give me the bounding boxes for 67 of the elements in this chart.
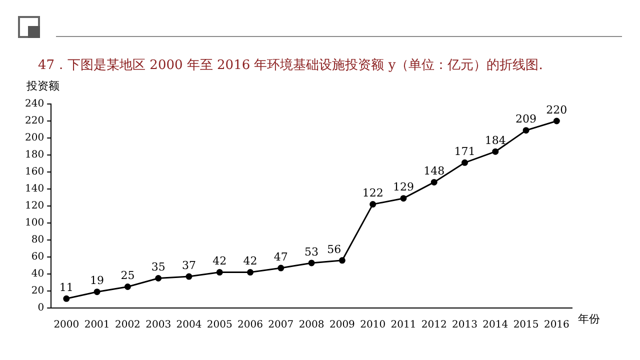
data-label: 35 bbox=[151, 260, 166, 274]
data-label: 171 bbox=[454, 145, 476, 158]
x-tick-label: 2011 bbox=[390, 320, 416, 331]
y-tick-label: 0 bbox=[38, 302, 44, 314]
y-tick-label: 240 bbox=[24, 98, 44, 110]
x-tick-label: 2010 bbox=[360, 320, 386, 331]
y-axis-title: 投资额 bbox=[26, 79, 60, 92]
point bbox=[370, 201, 376, 208]
y-tick-label: 160 bbox=[24, 166, 44, 178]
data-label: 56 bbox=[327, 242, 342, 256]
data-label: 25 bbox=[120, 269, 135, 282]
y-tick-label: 180 bbox=[24, 150, 44, 161]
y-tick-label: 60 bbox=[31, 252, 44, 263]
data-label: 220 bbox=[546, 103, 568, 116]
point bbox=[522, 127, 530, 134]
x-tick-label: 2014 bbox=[482, 320, 508, 331]
y-tick-label: 200 bbox=[24, 132, 44, 144]
point bbox=[462, 159, 468, 166]
y-tick-label: 140 bbox=[24, 184, 44, 195]
data-label: 19 bbox=[90, 274, 104, 288]
x-tick-label: 2004 bbox=[176, 320, 202, 331]
data-label: 37 bbox=[182, 258, 196, 272]
x-tick-label: 2015 bbox=[513, 320, 539, 331]
chart-title: 47．下图是某地区 2000 年至 2016 年环境基础设施投资额 y（单位：亿元）的折线图. bbox=[38, 57, 544, 74]
data-label: 184 bbox=[484, 134, 506, 147]
data-label: 129 bbox=[392, 180, 414, 194]
x-tick-label: 2016 bbox=[544, 320, 570, 331]
data-label: 42 bbox=[212, 254, 227, 268]
x-tick-label: 2001 bbox=[84, 320, 110, 331]
point bbox=[186, 273, 192, 280]
y-tick-label: 40 bbox=[31, 268, 44, 280]
point bbox=[247, 269, 254, 276]
y-tick-label: 20 bbox=[31, 286, 44, 297]
point bbox=[492, 148, 499, 155]
point bbox=[216, 269, 223, 276]
data-label: 11 bbox=[59, 281, 74, 294]
x-tick-label: 2003 bbox=[146, 320, 172, 331]
x-tick-label: 2006 bbox=[238, 320, 263, 331]
point bbox=[278, 264, 284, 272]
y-tick-label: 80 bbox=[31, 234, 44, 246]
point bbox=[553, 118, 560, 124]
data-label: 42 bbox=[243, 254, 258, 268]
point bbox=[338, 257, 346, 264]
x-tick-label: 2002 bbox=[114, 320, 140, 331]
data-label: 148 bbox=[424, 164, 445, 178]
point bbox=[430, 178, 438, 186]
point bbox=[308, 260, 315, 266]
x-tick-label: 2008 bbox=[298, 320, 324, 331]
y-tick-label: 100 bbox=[24, 218, 44, 229]
data-label: 47 bbox=[274, 250, 288, 264]
point bbox=[155, 275, 162, 282]
point bbox=[63, 295, 70, 302]
x-tick-label: 2013 bbox=[452, 320, 478, 331]
data-label: 209 bbox=[516, 112, 537, 126]
x-tick-label: 2000 bbox=[54, 320, 80, 331]
point bbox=[124, 284, 131, 290]
x-axis-title: 年份 bbox=[578, 312, 600, 326]
point bbox=[94, 288, 100, 296]
y-tick-label: 220 bbox=[24, 116, 44, 127]
data-label: 53 bbox=[304, 245, 319, 258]
x-tick-label: 2007 bbox=[268, 320, 294, 331]
data-label: 122 bbox=[362, 186, 384, 200]
point bbox=[400, 195, 407, 202]
x-tick-label: 2009 bbox=[329, 320, 355, 331]
y-tick-label: 120 bbox=[24, 200, 44, 212]
x-tick-label: 2005 bbox=[206, 320, 232, 331]
x-tick-label: 2012 bbox=[421, 320, 447, 331]
